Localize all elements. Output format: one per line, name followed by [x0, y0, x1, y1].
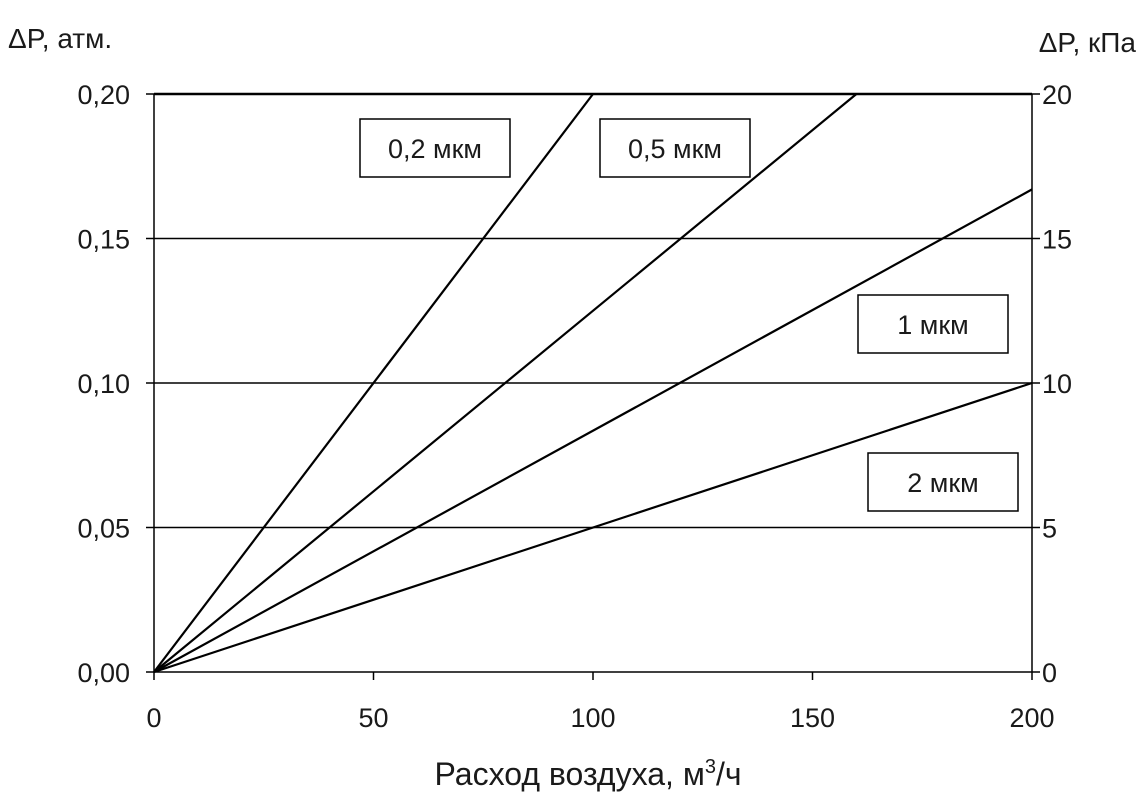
- series-lines: [153, 93, 1033, 674]
- y-right-tick-label: 0: [1042, 658, 1057, 688]
- x-tick-label: 150: [790, 703, 835, 733]
- x-axis-title-main: Расход воздуха, м: [435, 756, 705, 792]
- y-left-tick-label: 0,20: [77, 80, 130, 110]
- x-axis-title: Расход воздуха, м3/ч: [435, 756, 742, 792]
- series-label-box: [359, 118, 511, 178]
- x-tick-label: 200: [1009, 703, 1054, 733]
- series-label: 0,5 мкм: [628, 134, 722, 164]
- y-left-tick-label: 0,05: [77, 514, 130, 544]
- y-axis-left-title: ΔP, атм.: [8, 23, 112, 54]
- axes: [146, 93, 1040, 680]
- x-axis-title-suffix: /ч: [716, 756, 742, 792]
- y-right-tick-label: 20: [1042, 80, 1072, 110]
- y-axis-right-title: ΔP, кПа: [1039, 27, 1137, 58]
- series-label-box: [867, 452, 1019, 512]
- x-tick-label: 100: [570, 703, 615, 733]
- y-right-tick-label: 15: [1042, 225, 1072, 255]
- y-left-tick-label: 0,15: [77, 225, 130, 255]
- y-left-tick-label: 0,00: [77, 658, 130, 688]
- y-left-tick-label: 0,10: [77, 369, 130, 399]
- series-line: [153, 93, 858, 673]
- series-label-box: [599, 118, 751, 178]
- x-tick-label: 0: [146, 703, 161, 733]
- x-axis-title-superscript: 3: [705, 756, 716, 778]
- y-right-tick-label: 10: [1042, 369, 1072, 399]
- series-labels: 0,2 мкм 0,5 мкм 1 мкм 2 мкм: [359, 118, 1019, 512]
- series-label-box: [857, 294, 1009, 354]
- y-right-tick-label: 5: [1042, 514, 1057, 544]
- series-line: [153, 93, 594, 673]
- series-label: 0,2 мкм: [388, 134, 482, 164]
- series-line: [153, 188, 1033, 673]
- series-label: 2 мкм: [907, 468, 978, 498]
- series-line: [153, 381, 1033, 674]
- x-tick-label: 50: [358, 703, 388, 733]
- series-label: 1 мкм: [897, 310, 968, 340]
